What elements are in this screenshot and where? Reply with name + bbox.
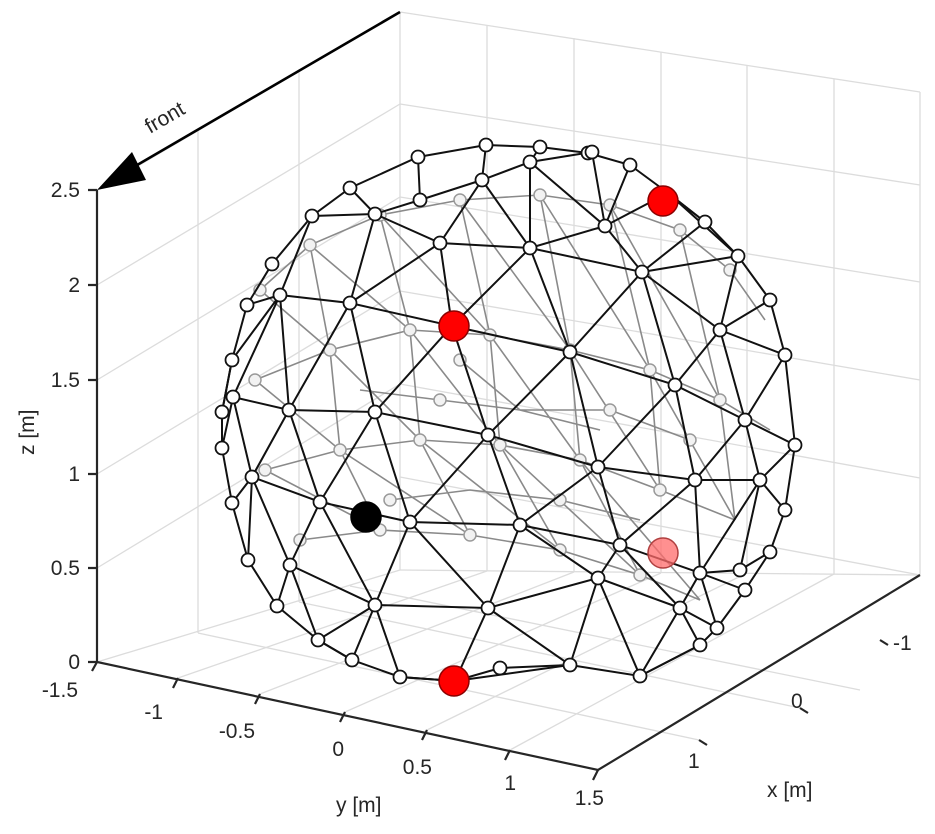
highlight-node-back bbox=[647, 537, 679, 569]
y-tick-label: 0 bbox=[332, 738, 344, 761]
z-tick-label: 0 bbox=[68, 651, 80, 674]
y-tick-label: 0.5 bbox=[403, 756, 432, 779]
z-tick-label: 1 bbox=[68, 463, 80, 486]
z-tick-label: 0.5 bbox=[51, 557, 80, 580]
z-tick-labels: 2.5 2 1.5 1 0.5 0 bbox=[51, 179, 80, 674]
x-tick-label: 1 bbox=[688, 750, 700, 773]
sphere-nodes-front bbox=[214, 137, 803, 685]
sphere-mesh-back bbox=[254, 194, 771, 601]
y-tick-labels: -1.5 -1 -0.5 0 0.5 1 1.5 bbox=[42, 679, 604, 810]
y-tick-label: 1 bbox=[504, 772, 516, 795]
sphere-nodes-back bbox=[248, 188, 737, 582]
reference-node-black bbox=[350, 501, 382, 533]
y-tick-label: -1.5 bbox=[42, 679, 78, 702]
z-tick-label: 1.5 bbox=[51, 369, 80, 392]
z-axis-label: z [m] bbox=[16, 410, 39, 456]
highlight-node-upper bbox=[438, 310, 470, 342]
highlight-nodes bbox=[350, 185, 679, 697]
front-label: front bbox=[141, 97, 189, 138]
x-tick-label: 0 bbox=[791, 690, 803, 713]
z-tick-label: 2 bbox=[68, 274, 80, 297]
highlight-node-bottom bbox=[438, 665, 470, 697]
front-arrow: front bbox=[97, 10, 401, 190]
highlight-node-top bbox=[647, 185, 679, 217]
axis-box bbox=[88, 188, 921, 781]
y-axis-label: y [m] bbox=[336, 794, 382, 817]
y-tick-label: -0.5 bbox=[219, 720, 255, 743]
front-arrow-shaft bbox=[131, 10, 401, 170]
front-arrow-head bbox=[97, 152, 146, 190]
x-tick-labels: -1 0 1 bbox=[688, 632, 912, 773]
z-tick-label: 2.5 bbox=[51, 179, 80, 202]
y-tick-label: -1 bbox=[144, 701, 163, 724]
x-tick-label: -1 bbox=[893, 632, 912, 655]
y-tick-label: 1.5 bbox=[575, 787, 604, 810]
x-axis-label: x [m] bbox=[767, 779, 813, 802]
